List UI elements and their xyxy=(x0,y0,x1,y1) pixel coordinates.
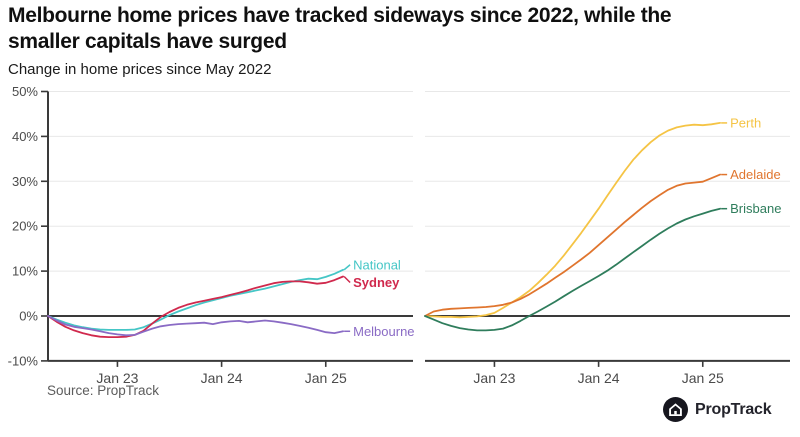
series-label-melbourne: Melbourne xyxy=(353,324,414,339)
proptrack-logo-text: PropTrack xyxy=(695,400,772,418)
proptrack-house-icon xyxy=(663,397,688,422)
source-note: Source: PropTrack xyxy=(47,383,160,398)
x-axis-label: Jan 24 xyxy=(578,370,620,386)
x-axis-label: Jan 25 xyxy=(682,370,724,386)
x-axis-label: Jan 25 xyxy=(305,370,347,386)
y-axis-label: 0% xyxy=(19,309,38,324)
proptrack-logo: PropTrack xyxy=(663,397,772,422)
chart-subtitle: Change in home prices since May 2022 xyxy=(8,61,272,78)
series-label-perth: Perth xyxy=(730,115,761,130)
chart-title-line1: Melbourne home prices have tracked sidew… xyxy=(8,4,672,27)
chart-title-line2: smaller capitals have surged xyxy=(8,30,287,53)
series-line-perth xyxy=(424,122,721,319)
series-line-brisbane xyxy=(424,207,721,332)
x-axis-label: Jan 24 xyxy=(201,370,243,386)
x-axis-label: Jan 23 xyxy=(96,370,138,386)
series-label-connector xyxy=(343,264,351,271)
series-line-national xyxy=(47,268,345,331)
chart-title: Melbourne home prices have tracked sidew… xyxy=(8,3,672,55)
series-label-connector xyxy=(343,275,351,284)
y-axis-label: 50% xyxy=(12,86,38,99)
y-axis-label: -10% xyxy=(8,353,39,368)
y-axis-label: 20% xyxy=(12,219,38,234)
series-line-melbourne xyxy=(47,315,345,337)
series-line-adelaide xyxy=(424,173,721,317)
series-label-adelaide: Adelaide xyxy=(730,167,781,182)
series-label-brisbane: Brisbane xyxy=(730,201,781,216)
y-axis-label: 40% xyxy=(12,129,38,144)
y-axis-label: 10% xyxy=(12,264,38,279)
series-label-sydney: Sydney xyxy=(353,275,400,290)
y-axis-label: 30% xyxy=(12,174,38,189)
x-axis-label: Jan 23 xyxy=(473,370,515,386)
series-label-national: National xyxy=(353,257,401,272)
series-line-sydney xyxy=(47,275,345,339)
line-chart: 50% 40% 30% 20% 10% 0% -10% Jan 23 Jan 24 Jan 25 N… xyxy=(8,86,790,386)
